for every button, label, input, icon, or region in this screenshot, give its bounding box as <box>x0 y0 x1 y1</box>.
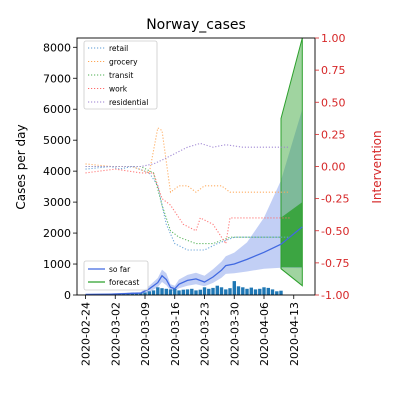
y-tick-label-right: -0.75 <box>321 257 349 270</box>
y-tick-label-right: -0.25 <box>321 193 349 206</box>
bar <box>219 287 224 295</box>
so-far-band <box>85 109 303 295</box>
bar <box>147 291 151 295</box>
bar <box>253 289 258 295</box>
bar <box>164 288 168 295</box>
bar <box>270 289 275 295</box>
bar <box>249 287 253 295</box>
legend-label-grocery: grocery <box>109 58 138 67</box>
bar <box>177 290 181 295</box>
y-tick-label-left: 2000 <box>43 227 71 240</box>
legend-interventions: retail grocery transit work residential <box>83 40 158 110</box>
bar <box>143 292 147 295</box>
y-tick-label-right: 0.50 <box>321 96 346 109</box>
y-tick-label-left: 5000 <box>43 134 71 147</box>
y-tick-label-left: 7000 <box>43 72 71 85</box>
bar <box>245 288 249 295</box>
chart-title: Norway_cases <box>146 17 246 33</box>
y-tick-label-left: 8000 <box>43 41 71 54</box>
intervention-line-grocery <box>85 127 290 194</box>
y-tick-label-left: 3000 <box>43 196 71 209</box>
x-tick-label: 2020-04-06 <box>258 302 271 366</box>
y-tick-label-left: 6000 <box>43 103 71 116</box>
so-far-line <box>85 226 303 295</box>
legend-cases: so far forecast <box>83 260 149 291</box>
legend-label-retail: retail <box>109 44 128 53</box>
x-tick-label: 2020-03-16 <box>169 302 182 366</box>
bar <box>224 289 228 295</box>
x-tick-label: 2020-02-24 <box>80 302 93 366</box>
legend-box <box>83 260 149 291</box>
legend-label-residential: residential <box>109 98 148 107</box>
y-axis-label-left: Cases per day <box>14 124 28 209</box>
bar <box>241 287 245 295</box>
bar <box>194 290 198 295</box>
bar <box>275 291 279 295</box>
bar <box>173 288 177 295</box>
bar <box>202 287 207 295</box>
y-tick-label-right: 0.00 <box>321 161 346 174</box>
y-tick-label-left: 4000 <box>43 165 71 178</box>
bar <box>232 281 236 295</box>
bar <box>236 286 241 295</box>
plot-area: 0 1000 2000 3000 4000 5000 6000 7000 8000 -1.00 -0… <box>43 32 349 366</box>
bar <box>151 290 156 295</box>
legend-label-work: work <box>109 85 128 94</box>
x-tick-label: 2020-03-09 <box>139 302 152 366</box>
y-axis-label-right: Intervention <box>370 130 384 203</box>
bar <box>258 288 262 295</box>
bar <box>279 290 283 295</box>
legend-label-forecast: forecast <box>109 278 139 287</box>
x-tick-label: 2020-03-23 <box>199 302 212 366</box>
bar <box>168 289 173 295</box>
bar <box>185 289 190 295</box>
x-tick-label: 2020-03-30 <box>228 302 241 366</box>
bar <box>156 287 160 295</box>
x-tick-label: 2020-04-13 <box>288 302 301 366</box>
y-tick-label-left: 0 <box>64 289 71 302</box>
bar <box>228 288 232 295</box>
bar <box>181 289 185 295</box>
intervention-line-work <box>85 168 290 246</box>
y-tick-label-right: -1.00 <box>321 289 349 302</box>
y-tick-label-right: -0.50 <box>321 225 349 238</box>
y-tick-label-left: 1000 <box>43 258 71 271</box>
bar <box>215 285 219 295</box>
legend-box <box>83 40 158 110</box>
y-tick-label-right: 1.00 <box>321 32 346 45</box>
bar <box>198 289 202 295</box>
bar <box>262 287 266 295</box>
intervention-line-residential <box>85 142 290 168</box>
bar <box>139 293 143 295</box>
bar <box>134 293 139 295</box>
y-tick-label-right: 0.25 <box>321 128 346 141</box>
x-tick-label: 2020-03-02 <box>109 302 122 366</box>
bar <box>160 288 164 295</box>
intervention-line-transit <box>85 165 290 245</box>
bar <box>211 287 215 295</box>
y-tick-label-right: 0.75 <box>321 64 346 77</box>
legend-label-so-far: so far <box>109 265 131 274</box>
plot-content <box>85 38 303 295</box>
bar <box>266 287 270 295</box>
bar <box>207 288 211 295</box>
bar <box>190 288 194 295</box>
legend-label-transit: transit <box>109 71 133 80</box>
